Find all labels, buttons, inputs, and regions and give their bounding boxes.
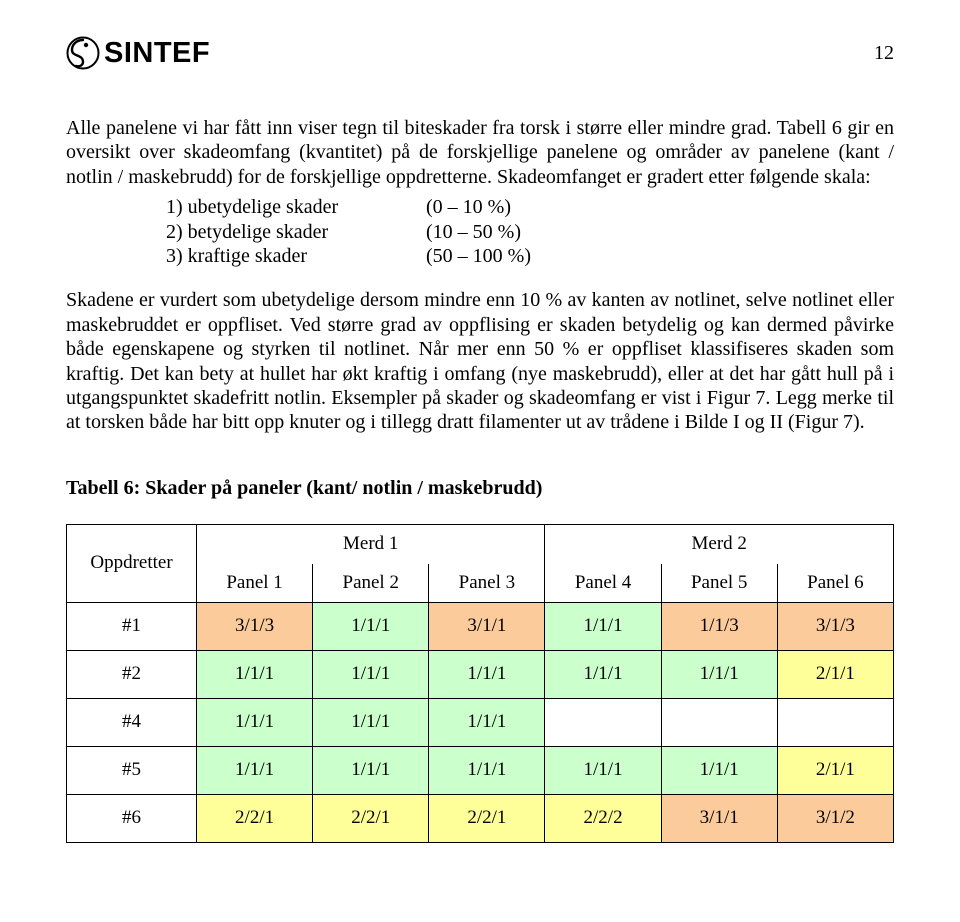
table-cell: 1/1/1 bbox=[429, 650, 545, 698]
table-cell: 1/1/1 bbox=[313, 602, 429, 650]
table-cell: 2/2/1 bbox=[429, 794, 545, 842]
table-row: #51/1/11/1/11/1/11/1/11/1/12/1/1 bbox=[67, 746, 894, 794]
table-cell bbox=[661, 698, 777, 746]
table-row-label: #6 bbox=[67, 794, 197, 842]
table-cell: 2/2/2 bbox=[545, 794, 661, 842]
table-row-label: #5 bbox=[67, 746, 197, 794]
table-cell: 1/1/1 bbox=[197, 746, 313, 794]
table-col-panel5: Panel 5 bbox=[661, 564, 777, 602]
table-cell: 2/1/1 bbox=[777, 746, 893, 794]
table-cell: 1/1/1 bbox=[197, 650, 313, 698]
scale-label: 3) kraftige skader bbox=[166, 244, 426, 268]
damage-table-body: #13/1/31/1/13/1/11/1/11/1/33/1/3#21/1/11… bbox=[67, 602, 894, 842]
table-cell: 3/1/3 bbox=[197, 602, 313, 650]
scale-item-3: 3) kraftige skader (50 – 100 %) bbox=[166, 244, 894, 268]
table-cell: 1/1/1 bbox=[661, 650, 777, 698]
table-cell bbox=[777, 698, 893, 746]
table-row-label: #1 bbox=[67, 602, 197, 650]
table-cell: 2/2/1 bbox=[313, 794, 429, 842]
paragraph-intro: Alle panelene vi har fått inn viser tegn… bbox=[66, 116, 894, 189]
table-group-merd2: Merd 2 bbox=[545, 524, 894, 564]
table-row: #41/1/11/1/11/1/1 bbox=[67, 698, 894, 746]
scale-label: 2) betydelige skader bbox=[166, 220, 426, 244]
table-group-merd1: Merd 1 bbox=[197, 524, 545, 564]
damage-table: Oppdretter Merd 1 Merd 2 Panel 1 Panel 2… bbox=[66, 524, 894, 843]
table-cell: 1/1/1 bbox=[545, 746, 661, 794]
table-cell: 1/1/1 bbox=[429, 698, 545, 746]
table-row-label: #2 bbox=[67, 650, 197, 698]
scale-label: 1) ubetydelige skader bbox=[166, 195, 426, 219]
table-cell bbox=[545, 698, 661, 746]
table-cell: 2/1/1 bbox=[777, 650, 893, 698]
table-cell: 1/1/1 bbox=[313, 650, 429, 698]
table-col-panel6: Panel 6 bbox=[777, 564, 893, 602]
table-cell: 3/1/1 bbox=[429, 602, 545, 650]
table-col-panel2: Panel 2 bbox=[313, 564, 429, 602]
scale-range: (0 – 10 %) bbox=[426, 195, 511, 219]
table-cell: 3/1/1 bbox=[661, 794, 777, 842]
table-row-label: #4 bbox=[67, 698, 197, 746]
table-cell: 2/2/1 bbox=[197, 794, 313, 842]
table-cell: 1/1/1 bbox=[661, 746, 777, 794]
table-corner-oppdretter: Oppdretter bbox=[67, 524, 197, 602]
table-row: #13/1/31/1/13/1/11/1/11/1/33/1/3 bbox=[67, 602, 894, 650]
scale-range: (50 – 100 %) bbox=[426, 244, 531, 268]
page-header: SINTEF 12 bbox=[66, 36, 894, 70]
table-cell: 3/1/2 bbox=[777, 794, 893, 842]
table-cell: 1/1/1 bbox=[197, 698, 313, 746]
table-cell: 1/1/1 bbox=[429, 746, 545, 794]
paragraph-details: Skadene er vurdert som ubetydelige derso… bbox=[66, 288, 894, 434]
table-col-panel3: Panel 3 bbox=[429, 564, 545, 602]
table-row: #21/1/11/1/11/1/11/1/11/1/12/1/1 bbox=[67, 650, 894, 698]
sintef-logo-text: SINTEF bbox=[104, 37, 210, 70]
sintef-logo: SINTEF bbox=[66, 36, 210, 70]
table-cell: 3/1/3 bbox=[777, 602, 893, 650]
sintef-logo-mark bbox=[66, 36, 100, 70]
page-number: 12 bbox=[874, 42, 894, 65]
scale-item-2: 2) betydelige skader (10 – 50 %) bbox=[166, 220, 894, 244]
table-title: Tabell 6: Skader på paneler (kant/ notli… bbox=[66, 477, 894, 500]
table-col-panel4: Panel 4 bbox=[545, 564, 661, 602]
table-row: #62/2/12/2/12/2/12/2/23/1/13/1/2 bbox=[67, 794, 894, 842]
table-cell: 1/1/1 bbox=[545, 650, 661, 698]
table-cell: 1/1/3 bbox=[661, 602, 777, 650]
scale-item-1: 1) ubetydelige skader (0 – 10 %) bbox=[166, 195, 894, 219]
table-cell: 1/1/1 bbox=[545, 602, 661, 650]
table-cell: 1/1/1 bbox=[313, 698, 429, 746]
scale-range: (10 – 50 %) bbox=[426, 220, 521, 244]
damage-scale-list: 1) ubetydelige skader (0 – 10 %) 2) bety… bbox=[166, 195, 894, 268]
table-cell: 1/1/1 bbox=[313, 746, 429, 794]
table-col-panel1: Panel 1 bbox=[197, 564, 313, 602]
